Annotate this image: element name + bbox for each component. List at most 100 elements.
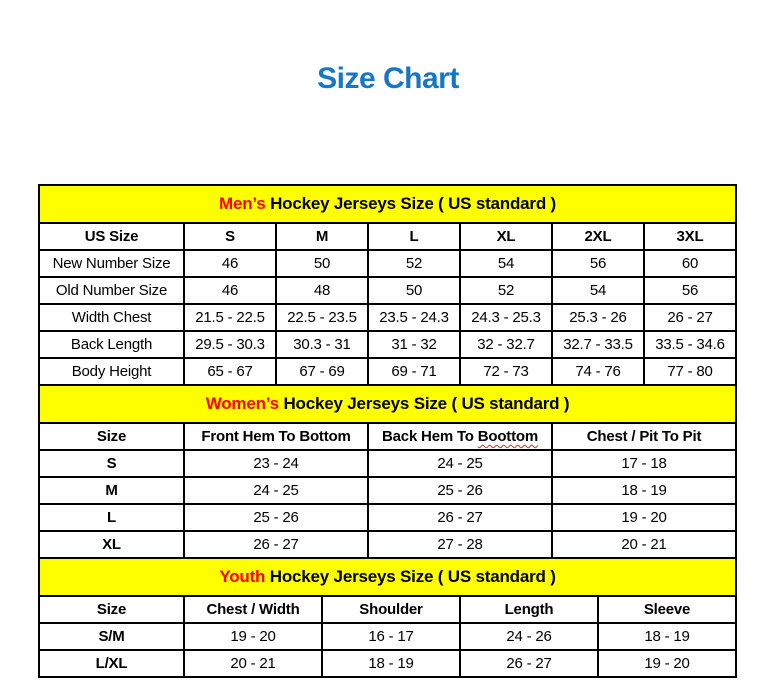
- mens-row-label: New Number Size: [38, 249, 185, 278]
- mens-column-header: L: [367, 222, 461, 251]
- mens-value-cell: 33.5 - 34.6: [643, 330, 737, 359]
- mens-value-cell: 30.3 - 31: [275, 330, 369, 359]
- mens-value-cell: 54: [459, 249, 553, 278]
- womens-value-cell: 23 - 24: [183, 449, 369, 478]
- womens-value-cell: 18 - 19: [550, 476, 738, 505]
- youth-row-label: S/M: [38, 622, 185, 651]
- womens-column-header: Chest / Pit To Pit: [550, 422, 738, 451]
- mens-value-cell: 32 - 32.7: [459, 330, 553, 359]
- womens-banner-accent: Women’s: [205, 394, 279, 413]
- womens-value-cell: 20 - 21: [550, 530, 738, 559]
- womens-banner-text: Hockey Jerseys Size ( US standard ): [278, 394, 570, 413]
- mens-value-cell: 46: [183, 276, 277, 305]
- womens-row-label: L: [38, 503, 185, 532]
- mens-banner-accent: Men’s: [219, 194, 266, 213]
- womens-header-misspelled-word: Boottom: [477, 428, 538, 445]
- womens-header-prefix: Back Hem To: [382, 428, 478, 445]
- mens-column-header: XL: [459, 222, 553, 251]
- size-chart-page: Size Chart Men’s Hockey Jerseys Size ( U…: [0, 62, 776, 692]
- mens-header-row: US Size S M L XL 2XL 3XL: [38, 222, 737, 251]
- mens-value-cell: 52: [459, 276, 553, 305]
- womens-size-table: Women’s Hockey Jerseys Size ( US standar…: [37, 384, 738, 559]
- womens-header-row: Size Front Hem To Bottom Back Hem To Boott…: [38, 422, 738, 451]
- mens-value-cell: 50: [367, 276, 461, 305]
- mens-value-cell: 23.5 - 24.3: [367, 303, 461, 332]
- womens-table-row: L 25 - 26 26 - 27 19 - 20: [38, 503, 738, 532]
- womens-value-cell: 24 - 25: [183, 476, 369, 505]
- youth-column-header: Size: [38, 595, 185, 624]
- mens-banner-text: Hockey Jerseys Size ( US standard ): [265, 194, 556, 213]
- mens-value-cell: 29.5 - 30.3: [183, 330, 277, 359]
- mens-value-cell: 67 - 69: [275, 357, 369, 386]
- womens-table-row: M 24 - 25 25 - 26 18 - 19: [38, 476, 738, 505]
- womens-value-cell: 26 - 27: [367, 503, 553, 532]
- mens-value-cell: 56: [643, 276, 737, 305]
- mens-value-cell: 25.3 - 26: [551, 303, 645, 332]
- womens-value-cell: 27 - 28: [367, 530, 553, 559]
- mens-value-cell: 72 - 73: [459, 357, 553, 386]
- youth-section-banner: Youth Hockey Jerseys Size ( US standard …: [38, 557, 737, 597]
- mens-value-cell: 54: [551, 276, 645, 305]
- youth-table-row: S/M 19 - 20 16 - 17 24 - 26 18 - 19: [38, 622, 737, 651]
- youth-size-table: Youth Hockey Jerseys Size ( US standard …: [38, 557, 737, 678]
- mens-row-label: Back Length: [38, 330, 185, 359]
- youth-header-row: Size Chest / Width Shoulder Length Sleeve: [38, 595, 737, 624]
- youth-row-label: L/XL: [38, 649, 185, 678]
- youth-banner-accent: Youth: [219, 567, 266, 586]
- womens-column-header: Front Hem To Bottom: [183, 422, 369, 451]
- mens-value-cell: 46: [183, 249, 277, 278]
- mens-column-header: 3XL: [643, 222, 737, 251]
- youth-value-cell: 20 - 21: [183, 649, 323, 678]
- mens-banner-row: Men’s Hockey Jerseys Size ( US standard …: [38, 184, 737, 224]
- womens-table-row: XL 26 - 27 27 - 28 20 - 21: [38, 530, 738, 559]
- mens-value-cell: 24.3 - 25.3: [459, 303, 553, 332]
- womens-value-cell: 19 - 20: [550, 503, 738, 532]
- page-title: Size Chart: [317, 62, 459, 95]
- mens-table-row: New Number Size 46 50 52 54 56 60: [38, 249, 737, 278]
- youth-column-header: Chest / Width: [183, 595, 323, 624]
- mens-table-row: Body Height 65 - 67 67 - 69 69 - 71 72 - 73 7…: [38, 357, 737, 386]
- womens-banner-row: Women’s Hockey Jerseys Size ( US standar…: [37, 384, 738, 424]
- mens-value-cell: 56: [551, 249, 645, 278]
- womens-row-label: M: [38, 476, 185, 505]
- mens-row-label: Old Number Size: [38, 276, 185, 305]
- size-tables-container: Men’s Hockey Jerseys Size ( US standard …: [37, 184, 738, 678]
- womens-value-cell: 25 - 26: [183, 503, 369, 532]
- mens-section-banner: Men’s Hockey Jerseys Size ( US standard …: [38, 184, 737, 224]
- youth-column-header: Sleeve: [597, 595, 737, 624]
- womens-row-label: XL: [38, 530, 185, 559]
- mens-table-row: Old Number Size 46 48 50 52 54 56: [38, 276, 737, 305]
- youth-column-header: Shoulder: [321, 595, 461, 624]
- youth-value-cell: 19 - 20: [597, 649, 737, 678]
- mens-column-header: 2XL: [551, 222, 645, 251]
- mens-value-cell: 65 - 67: [183, 357, 277, 386]
- youth-value-cell: 26 - 27: [459, 649, 599, 678]
- mens-column-header: S: [183, 222, 277, 251]
- youth-value-cell: 18 - 19: [597, 622, 737, 651]
- youth-column-header: Length: [459, 595, 599, 624]
- womens-value-cell: 25 - 26: [367, 476, 553, 505]
- mens-table-row: Back Length 29.5 - 30.3 30.3 - 31 31 - 32 32…: [38, 330, 737, 359]
- womens-row-label: S: [38, 449, 185, 478]
- womens-value-cell: 24 - 25: [367, 449, 553, 478]
- mens-value-cell: 74 - 76: [551, 357, 645, 386]
- mens-table-row: Width Chest 21.5 - 22.5 22.5 - 23.5 23.5 - …: [38, 303, 737, 332]
- mens-value-cell: 22.5 - 23.5: [275, 303, 369, 332]
- womens-table-row: S 23 - 24 24 - 25 17 - 18: [38, 449, 738, 478]
- womens-column-header: Size: [38, 422, 185, 451]
- mens-value-cell: 32.7 - 33.5: [551, 330, 645, 359]
- mens-value-cell: 77 - 80: [643, 357, 737, 386]
- mens-row-label: Body Height: [38, 357, 185, 386]
- mens-size-table: Men’s Hockey Jerseys Size ( US standard …: [38, 184, 737, 386]
- mens-value-cell: 52: [367, 249, 461, 278]
- mens-column-header: M: [275, 222, 369, 251]
- youth-table-row: L/XL 20 - 21 18 - 19 26 - 27 19 - 20: [38, 649, 737, 678]
- mens-value-cell: 60: [643, 249, 737, 278]
- womens-section-banner: Women’s Hockey Jerseys Size ( US standar…: [37, 384, 738, 424]
- mens-value-cell: 50: [275, 249, 369, 278]
- mens-value-cell: 31 - 32: [367, 330, 461, 359]
- mens-value-cell: 26 - 27: [643, 303, 737, 332]
- womens-value-cell: 17 - 18: [550, 449, 738, 478]
- mens-value-cell: 48: [275, 276, 369, 305]
- mens-column-header: US Size: [38, 222, 185, 251]
